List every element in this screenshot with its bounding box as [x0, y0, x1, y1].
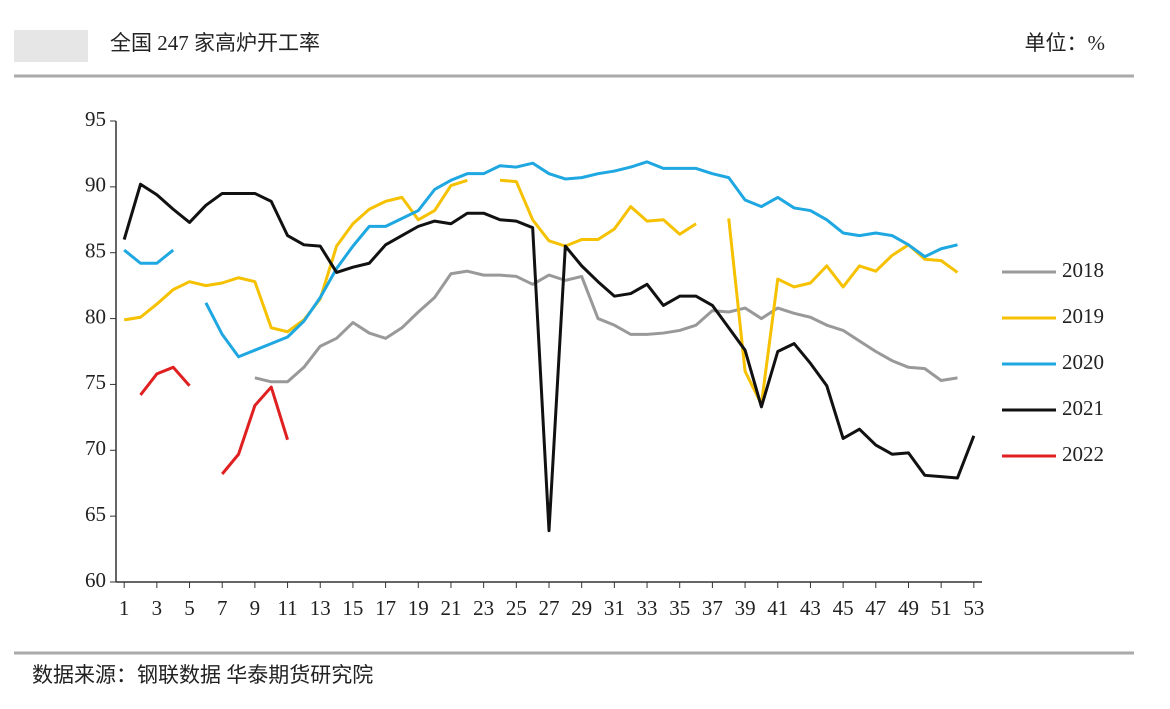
legend-label: 2022	[1062, 442, 1104, 466]
series-line	[139, 365, 191, 396]
legend-label: 2021	[1062, 396, 1104, 420]
x-tick-label: 47	[865, 596, 886, 620]
x-tick-label: 51	[931, 596, 952, 620]
logo-placeholder	[14, 30, 88, 62]
y-tick-label: 75	[85, 370, 106, 394]
x-tick-label: 21	[440, 596, 461, 620]
x-tick-label: 25	[506, 596, 527, 620]
series-line	[122, 182, 976, 533]
y-tick-label: 60	[85, 568, 106, 592]
legend-label: 2020	[1062, 350, 1104, 374]
series-line	[123, 178, 468, 334]
source-note: 数据来源：钢联数据 华泰期货研究院	[32, 663, 373, 687]
x-tick-label: 3	[152, 596, 163, 620]
unit-note: 单位：%	[1025, 31, 1106, 55]
x-tick-label: 45	[833, 596, 854, 620]
series-line	[221, 385, 289, 475]
series-line	[123, 248, 175, 265]
y-tick-label: 90	[85, 173, 106, 197]
y-tick-label: 85	[85, 239, 106, 263]
x-tick-label: 19	[408, 596, 429, 620]
series-line	[254, 269, 958, 384]
y-tick-label: 95	[85, 107, 106, 131]
x-tick-label: 53	[963, 596, 984, 620]
x-tick-label: 35	[669, 596, 690, 620]
x-tick-label: 37	[702, 596, 723, 620]
x-tick-label: 49	[898, 596, 919, 620]
x-tick-label: 13	[310, 596, 331, 620]
x-tick-label: 11	[277, 596, 297, 620]
x-tick-label: 1	[119, 596, 130, 620]
chart-title: 全国 247 家高炉开工率	[110, 31, 320, 55]
x-tick-label: 7	[217, 596, 228, 620]
x-tick-label: 31	[604, 596, 625, 620]
x-tick-label: 39	[735, 596, 756, 620]
x-tick-label: 43	[800, 596, 821, 620]
y-tick-label: 65	[85, 502, 106, 526]
x-tick-label: 41	[767, 596, 788, 620]
x-tick-label: 29	[571, 596, 592, 620]
series-line	[499, 178, 697, 248]
y-tick-label: 70	[85, 436, 106, 460]
legend-label: 2018	[1062, 258, 1104, 282]
x-tick-label: 27	[539, 596, 560, 620]
x-tick-label: 15	[342, 596, 363, 620]
legend-label: 2019	[1062, 304, 1104, 328]
x-tick-label: 9	[250, 596, 261, 620]
series-line	[204, 160, 958, 359]
x-tick-label: 17	[375, 596, 396, 620]
x-tick-label: 23	[473, 596, 494, 620]
y-tick-label: 80	[85, 304, 106, 328]
series-line	[727, 218, 959, 406]
x-tick-label: 33	[637, 596, 658, 620]
x-tick-label: 5	[184, 596, 195, 620]
